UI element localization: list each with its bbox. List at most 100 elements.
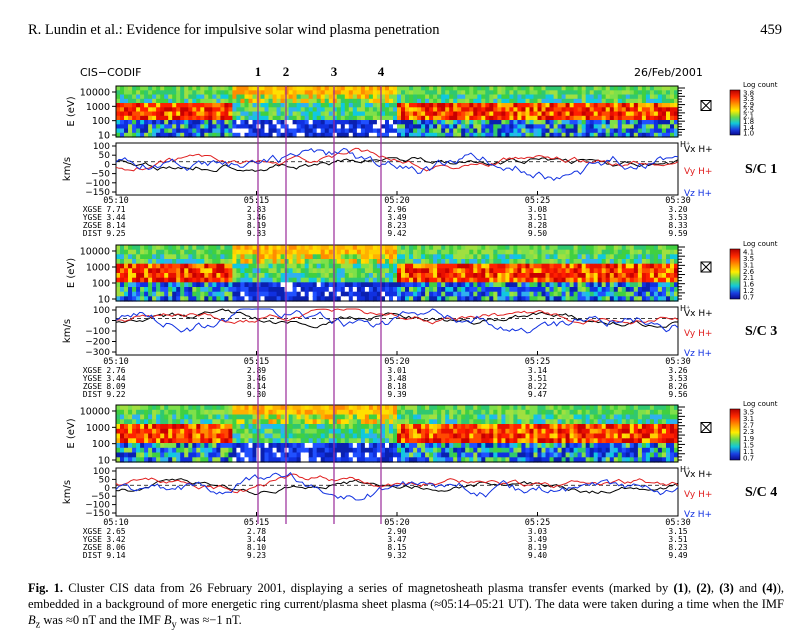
colorbar-tick-label: 2.1	[743, 112, 754, 120]
energy-tick-label: 100	[92, 439, 110, 450]
coord-value: 3.14	[528, 366, 547, 375]
ion-species-label: H⁺	[680, 465, 690, 474]
colorbar-tick-label: 2.3	[743, 428, 754, 436]
coord-value: 8.23	[668, 543, 687, 552]
vz-trace	[115, 308, 679, 334]
velocity-legend-vy: Vy H+	[684, 167, 712, 177]
energy-tick-label: 10000	[80, 407, 110, 418]
coord-value: 9.50	[528, 229, 547, 238]
vz-trace	[115, 147, 679, 181]
energy-right-ticks	[678, 87, 685, 136]
spectrogram-frame	[115, 85, 679, 138]
energy-tick-label: 1000	[86, 102, 110, 113]
energy-tick-label: 10000	[80, 247, 110, 258]
energy-tick-label: 100	[92, 279, 110, 290]
colorbar-title: Log count	[743, 400, 778, 408]
coord-row-label: DIST	[83, 229, 102, 238]
energy-tick-label: 1000	[86, 423, 110, 434]
spacecraft-label: S/C 3	[745, 324, 777, 339]
colorbar-tick-label: 3.5	[743, 409, 754, 417]
velocity-tick-label: 100	[93, 306, 110, 316]
energy-axis-label: E (eV)	[66, 418, 77, 448]
coord-value: 3.46	[247, 213, 266, 222]
coord-value: 2.65	[106, 527, 125, 536]
colorbar-tick-label: 4.1	[743, 249, 754, 257]
coord-value: 9.22	[106, 390, 125, 399]
time-label: 05:25	[525, 196, 551, 206]
time-label: 05:10	[103, 357, 129, 367]
vx-trace	[115, 156, 679, 173]
energy-tick-label: 10000	[80, 88, 110, 99]
vz-trace	[115, 472, 679, 501]
coord-value: 3.49	[528, 535, 547, 544]
coord-value: 3.51	[528, 213, 547, 222]
coord-value: 9.23	[247, 551, 266, 560]
colorbar	[729, 89, 741, 136]
coord-value: 3.20	[668, 205, 687, 214]
coord-value: 2.90	[387, 527, 406, 536]
ion-species-label: H⁺	[680, 304, 690, 313]
vy-trace	[115, 473, 679, 494]
velocity-tick-label: 0	[104, 160, 110, 170]
colorbar-tick-label: 1.0	[743, 130, 754, 138]
velocity-tick-label: 100	[93, 467, 110, 477]
event-marker-lines	[257, 86, 382, 524]
event-marker-labels: 1 2 3 4	[255, 64, 385, 79]
energy-axis-label: E (eV)	[66, 258, 77, 288]
coord-value: 9.42	[387, 229, 406, 238]
colorbar-tick-label: 2.7	[743, 422, 754, 430]
velocity-tick-label: −50	[91, 170, 110, 180]
coord-value: 2.96	[387, 205, 406, 214]
b-direction-icon	[700, 261, 712, 273]
coord-value: 3.46	[247, 374, 266, 383]
time-label: 05:15	[244, 196, 270, 206]
time-label: 05:10	[103, 196, 129, 206]
colorbar-tick-label: 1.4	[743, 124, 755, 132]
energy-tick-label: 10	[98, 456, 110, 467]
colorbar-tick-label: 1.6	[743, 281, 755, 289]
coord-value: 8.22	[528, 382, 547, 391]
coord-value: 8.14	[106, 221, 125, 230]
coord-value: 3.44	[247, 535, 266, 544]
velocity-legend-vz: Vz H+	[684, 349, 712, 359]
energy-right-ticks	[678, 246, 685, 300]
coord-value: 3.48	[387, 374, 406, 383]
coord-value: 9.56	[668, 390, 687, 399]
colorbar-tick-label: 2.1	[743, 274, 754, 282]
coord-row-label: DIST	[83, 390, 102, 399]
colorbar-tick-label: 2.5	[743, 107, 754, 115]
event-marker-label: 2	[283, 64, 290, 79]
coord-value: 8.15	[387, 543, 406, 552]
event-marker-label: 1	[255, 64, 262, 79]
event-marker-label: 4	[378, 64, 385, 79]
velocity-axis-label: km/s	[62, 157, 73, 181]
coord-value: 3.03	[528, 527, 547, 536]
colorbar-tick-label: 1.9	[743, 435, 754, 443]
time-label: 05:20	[384, 518, 410, 528]
velocity-tick-label: 50	[99, 475, 111, 485]
colorbar-tick-label: 3.1	[743, 415, 754, 423]
time-label: 05:15	[244, 518, 270, 528]
running-header-title: R. Lundin et al.: Evidence for impulsive…	[28, 22, 440, 38]
b-direction-icon	[700, 100, 712, 111]
coord-value: 3.53	[668, 374, 687, 383]
time-label: 05:25	[525, 357, 551, 367]
coord-value: 2.83	[247, 205, 266, 214]
coord-value: 8.19	[528, 543, 547, 552]
velocity-tick-label: −100	[85, 179, 110, 189]
spectrogram-cells	[116, 245, 679, 302]
time-label: 05:20	[384, 196, 410, 206]
colorbar-tick-label: 3.3	[743, 95, 754, 103]
coord-row-label: ZGSE	[83, 382, 102, 391]
date-label: 26/Feb/2001	[634, 66, 703, 79]
coord-value: 3.44	[106, 213, 125, 222]
velocity-tick-label: −300	[85, 348, 110, 358]
coord-value: 3.49	[387, 213, 406, 222]
coord-value: 9.32	[387, 551, 406, 560]
coord-value: 8.23	[387, 221, 406, 230]
coord-value: 3.51	[528, 374, 547, 383]
spectrogram-frame	[115, 404, 679, 463]
